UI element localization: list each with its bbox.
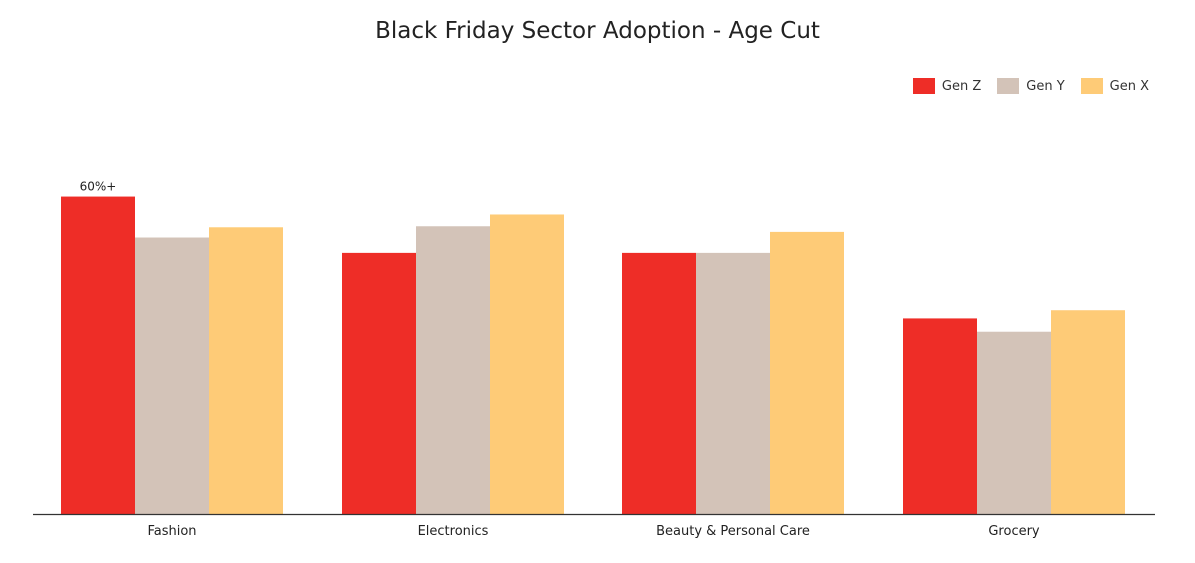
x-tick-label-grocery: Grocery (988, 524, 1040, 539)
bar-fashion-gen-y (135, 237, 209, 514)
bar-electronics-gen-y (416, 226, 490, 515)
x-tick-label-beauty-personal-care: Beauty & Personal Care (656, 524, 810, 539)
legend-label-gen-x: Gen X (1109, 78, 1149, 94)
legend-item-gen-x: Gen X (1080, 78, 1149, 94)
legend-label-gen-y: Gen Y (1026, 78, 1065, 94)
bar-beauty-personal-care-gen-z (622, 252, 696, 514)
bar-electronics-gen-z (342, 252, 416, 514)
bar-beauty-personal-care-gen-y (696, 252, 770, 514)
legend-item-gen-y: Gen Y (997, 78, 1065, 94)
legend-swatch-gen-x (1080, 78, 1103, 94)
bar-fashion-gen-z (61, 196, 135, 514)
legend-swatch-gen-z (912, 78, 935, 94)
legend-item-gen-z: Gen Z (912, 78, 982, 94)
legend: Gen Z Gen Y Gen X (912, 78, 1149, 94)
x-tick-label-electronics: Electronics (418, 524, 489, 539)
bar-grocery-gen-x (1051, 310, 1125, 514)
x-tick-label-fashion: Fashion (147, 524, 196, 539)
bar-grocery-gen-z (903, 318, 977, 514)
data-label-0: 60%+ (80, 180, 117, 194)
bar-electronics-gen-x (490, 214, 564, 515)
legend-swatch-gen-y (997, 78, 1020, 94)
legend-label-gen-z: Gen Z (941, 78, 982, 94)
bar-beauty-personal-care-gen-x (770, 231, 844, 514)
chart-title: Black Friday Sector Adoption - Age Cut (375, 18, 820, 44)
bar-grocery-gen-y (977, 331, 1051, 514)
bar-fashion-gen-x (209, 227, 283, 514)
